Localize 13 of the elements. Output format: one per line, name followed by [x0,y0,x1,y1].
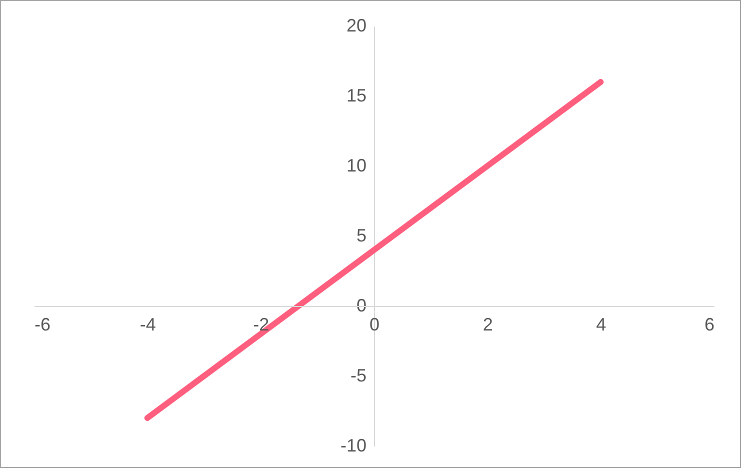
x-tick-label: 0 [369,314,380,334]
y-tick-label: 20 [346,16,366,36]
y-tick-label: 15 [346,86,366,106]
y-tick-label: 10 [346,156,366,176]
x-tick-label: 6 [704,314,714,334]
y-tick-label: -5 [350,366,366,386]
y-tick-label: -10 [340,436,366,456]
x-tick-label: -4 [140,314,156,334]
x-tick-label: -2 [253,314,270,334]
x-tick-label: -6 [34,314,51,334]
x-tick-label: 2 [482,314,493,334]
x-tick-label: 4 [596,314,606,334]
y-tick-label: 5 [356,226,366,246]
